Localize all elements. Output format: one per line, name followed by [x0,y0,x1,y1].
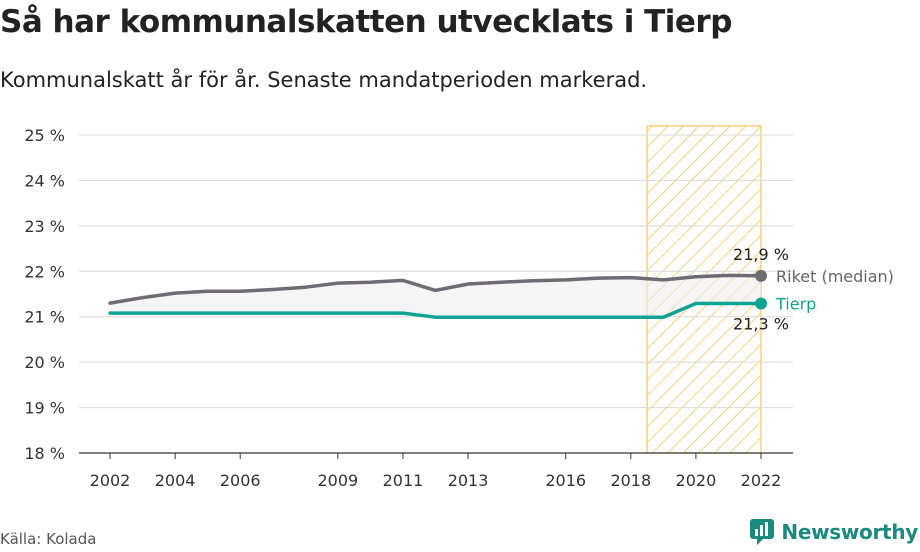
source-note: Källa: Kolada [0,530,97,548]
y-tick-label: 19 % [24,399,65,418]
series-line-riket [108,273,763,305]
y-tick-label: 18 % [24,444,65,463]
series-line-tierp [108,301,763,319]
series-line-tierp-end-point [755,297,767,310]
gap-area [110,275,761,318]
end-value-label: 21,9 % [733,245,789,264]
x-tick-label: 2009 [317,471,358,490]
page-subtitle: Kommunalskatt år för år. Senaste mandatp… [0,68,648,92]
x-tick-label: 2018 [610,471,651,490]
y-tick-label: 24 % [24,171,65,190]
series-line-riket-end-point [755,269,767,282]
x-tick-label: 2016 [545,471,586,490]
newsworthy-logo-icon [750,519,775,545]
y-tick-label: 20 % [24,353,65,372]
series-name-label: Riket (median) [776,267,894,286]
x-tick-label: 2020 [676,471,717,490]
x-tick-label: 2004 [155,471,196,490]
x-tick-label: 2013 [448,471,489,490]
page-title: Så har kommunalskatten utvecklats i Tier… [0,4,732,40]
y-tick-label: 21 % [24,308,65,327]
x-tick-label: 2006 [220,471,261,490]
end-value-label: 21,3 % [733,315,789,334]
series-name-label: Tierp [775,295,816,314]
brand-logo: Newsworthy [749,518,918,546]
y-tick-label: 25 % [24,126,65,145]
x-tick-label: 2011 [383,471,424,490]
x-tick-label: 2002 [90,471,131,490]
y-tick-label: 23 % [24,217,65,236]
x-tick-label: 2022 [741,471,782,490]
y-tick-label: 22 % [24,262,65,281]
brand-name: Newsworthy [781,520,918,544]
